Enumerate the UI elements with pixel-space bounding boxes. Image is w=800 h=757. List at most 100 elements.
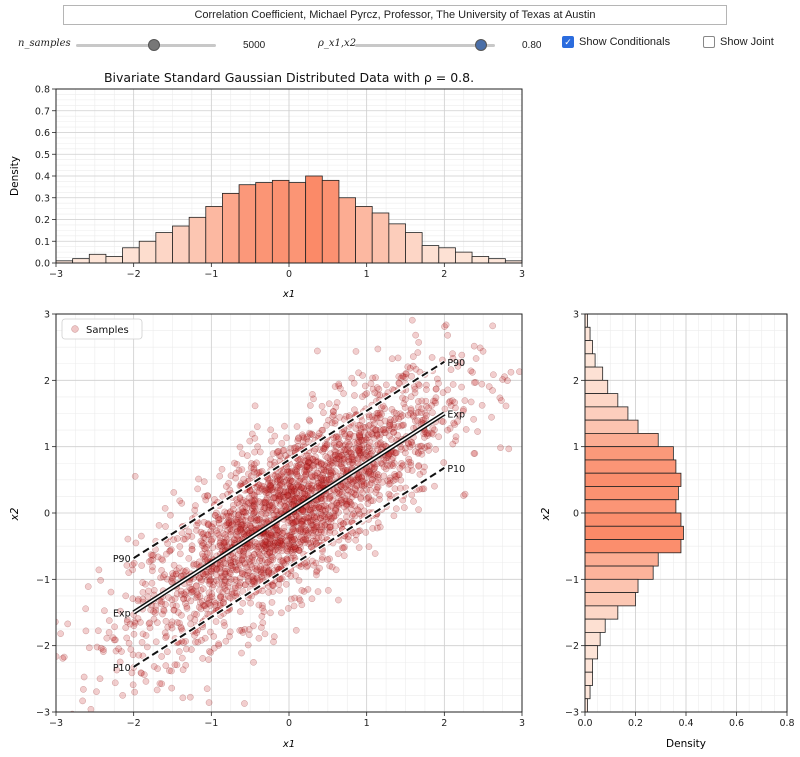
sample-point (125, 639, 133, 647)
histogram-bar (188, 216, 207, 264)
sample-point (402, 370, 410, 377)
sample-point (124, 535, 132, 543)
n-samples-slider-thumb[interactable] (148, 39, 161, 51)
sample-point (207, 628, 214, 636)
sample-point (213, 530, 221, 537)
sample-point (271, 546, 279, 554)
histogram-bar (584, 326, 591, 341)
histogram-bar (584, 539, 682, 554)
sample-point (297, 534, 305, 541)
sample-point (339, 442, 347, 450)
sample-point (388, 355, 396, 363)
sample-point (228, 538, 236, 546)
sample-point (372, 414, 379, 422)
sample-point (458, 383, 465, 391)
show-conditionals-checkbox[interactable]: ✓ Show Conditionals (562, 36, 670, 48)
rho-slider-thumb[interactable] (475, 39, 487, 51)
sample-point (216, 601, 224, 609)
sample-point (230, 536, 238, 544)
sample-point (266, 531, 274, 539)
sample-point (280, 502, 288, 510)
sample-point (283, 557, 291, 564)
sample-point (209, 523, 216, 531)
show-joint-checkbox[interactable]: Show Joint (703, 36, 774, 48)
sample-point (350, 379, 358, 387)
sample-point (470, 342, 478, 350)
sample-point (258, 539, 265, 547)
sample-point (160, 607, 168, 615)
sample-point (194, 593, 201, 601)
sample-point (315, 534, 322, 541)
checkbox-checked-icon[interactable]: ✓ (562, 36, 574, 48)
sample-point (245, 569, 253, 576)
sample-point (343, 513, 350, 521)
n-samples-slider-track[interactable] (76, 44, 216, 47)
sample-point (223, 567, 230, 575)
sample-point (306, 417, 314, 425)
sample-point (398, 446, 406, 453)
sample-point (507, 368, 515, 376)
sample-point (360, 423, 367, 431)
sample-point (197, 537, 205, 545)
sample-point (278, 482, 286, 490)
sample-point (305, 459, 313, 466)
sample-point (346, 441, 353, 448)
sample-point (307, 518, 314, 526)
sample-point (367, 470, 375, 478)
sample-point (172, 570, 180, 578)
sample-point (393, 410, 400, 417)
sample-point (400, 400, 408, 408)
rho-slider-track[interactable] (355, 44, 495, 47)
sample-point (531, 311, 537, 317)
sample-point (301, 476, 309, 484)
sample-point (152, 638, 160, 646)
sample-point (282, 502, 289, 510)
sample-point (327, 467, 335, 475)
sample-point (415, 339, 423, 346)
sample-point (265, 582, 272, 590)
sample-point (346, 430, 353, 438)
sample-point (365, 442, 373, 450)
sample-point (277, 491, 284, 499)
sample-point (231, 589, 238, 597)
sample-point (352, 348, 360, 355)
sample-point (226, 628, 234, 636)
sample-point (255, 498, 263, 505)
sample-point (291, 536, 298, 543)
sample-point (373, 432, 381, 440)
sample-point (335, 596, 342, 604)
sample-point (378, 460, 386, 468)
checkbox-unchecked-icon[interactable] (703, 36, 715, 48)
y-tick-label: 3 (44, 310, 50, 321)
sample-point (206, 648, 213, 655)
sample-point (221, 576, 229, 584)
sample-point (338, 491, 346, 498)
sample-point (95, 566, 103, 574)
sample-point (340, 459, 348, 467)
sample-point (362, 529, 370, 536)
sample-point (127, 646, 135, 653)
sample-point (354, 506, 361, 514)
sample-point (183, 567, 190, 574)
sample-point (142, 632, 150, 639)
sample-point (314, 347, 321, 355)
sample-point (325, 495, 333, 503)
y-tick-label: −3 (36, 708, 50, 719)
sample-point (216, 600, 224, 607)
sample-point (250, 510, 257, 518)
sample-point (239, 569, 246, 577)
sample-point (367, 380, 375, 387)
sample-point (80, 673, 88, 681)
sample-point (225, 512, 233, 520)
sample-point (180, 595, 188, 603)
sample-point (349, 475, 357, 483)
sample-point (423, 402, 430, 410)
sample-point (360, 482, 368, 490)
sample-point (354, 459, 361, 467)
sample-point (240, 508, 247, 516)
sample-point (399, 372, 406, 380)
sample-point (201, 602, 209, 609)
sample-point (258, 499, 265, 506)
sample-point (158, 680, 166, 688)
sample-point (221, 577, 229, 585)
